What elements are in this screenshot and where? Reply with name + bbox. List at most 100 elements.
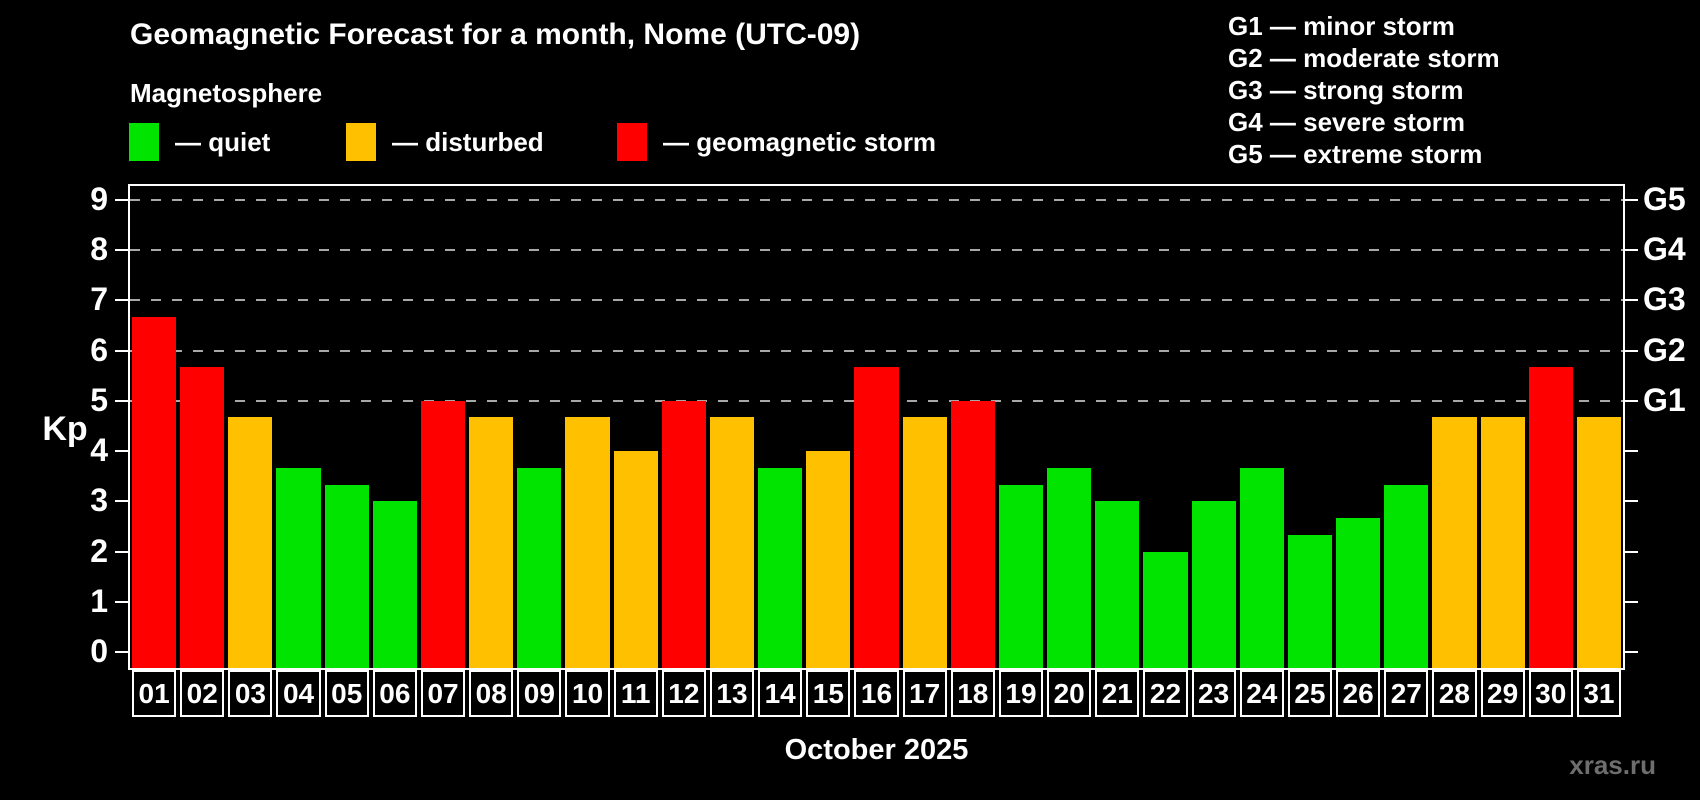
day-label-02: 02 xyxy=(180,670,225,717)
bar-day-25 xyxy=(1287,534,1333,668)
day-label-14: 14 xyxy=(758,670,803,717)
left-tick-4 xyxy=(115,450,128,453)
right-tick-1 xyxy=(1625,600,1638,603)
day-label-31: 31 xyxy=(1576,670,1621,717)
right-axis-label-g1: G1 xyxy=(1643,381,1686,418)
disturbed-swatch-icon xyxy=(346,123,376,161)
day-label-01: 01 xyxy=(132,670,177,717)
day-label-05: 05 xyxy=(324,670,369,717)
bar-day-11 xyxy=(613,451,658,668)
g2-legend-line: G2 — moderate storm xyxy=(1228,43,1500,73)
bar-day-26 xyxy=(1336,517,1381,668)
bar-day-30 xyxy=(1528,367,1573,668)
day-label-16: 16 xyxy=(854,670,899,717)
y-tick-label-9: 9 xyxy=(90,181,108,217)
bar-day-20 xyxy=(1047,467,1092,668)
day-label-06: 06 xyxy=(372,670,417,717)
bar-day-06 xyxy=(372,501,417,668)
bar-day-12 xyxy=(661,400,706,668)
right-tick-2 xyxy=(1625,550,1638,553)
x-axis-day-row: 01 02 03 04 05 06 07 08 09 10 11 12 13 14 15 16 17 18 19 20… xyxy=(130,670,1623,717)
right-tick-3 xyxy=(1625,500,1638,503)
y-tick-label-8: 8 xyxy=(90,231,108,268)
quiet-swatch-icon xyxy=(129,123,159,161)
y-tick-label-1: 1 xyxy=(90,582,108,619)
right-tick-6 xyxy=(1625,349,1638,352)
bar-day-27 xyxy=(1384,484,1429,668)
right-axis-label-g5: G5 xyxy=(1643,181,1686,217)
day-label-19: 19 xyxy=(998,670,1044,717)
right-tick-9 xyxy=(1625,199,1638,201)
day-label-21: 21 xyxy=(1095,670,1140,717)
right-axis-label-g4: G4 xyxy=(1643,231,1686,268)
bar-day-13 xyxy=(709,417,755,668)
y-tick-label-6: 6 xyxy=(90,331,108,368)
day-label-26: 26 xyxy=(1336,670,1381,717)
bar-day-21 xyxy=(1095,501,1140,668)
day-label-17: 17 xyxy=(902,670,947,717)
bar-day-19 xyxy=(998,484,1044,668)
left-tick-6 xyxy=(115,349,128,352)
right-tick-7 xyxy=(1625,299,1638,302)
legend-storm-label: — geomagnetic storm xyxy=(663,126,937,157)
bar-day-29 xyxy=(1480,417,1525,668)
bar-day-10 xyxy=(565,417,610,668)
day-label-25: 25 xyxy=(1287,670,1333,717)
legend-quiet-label: — quiet xyxy=(175,126,271,157)
day-label-30: 30 xyxy=(1528,670,1573,717)
g5-legend-line: G5 — extreme storm xyxy=(1228,139,1483,169)
day-label-20: 20 xyxy=(1047,670,1092,717)
day-label-04: 04 xyxy=(276,670,321,717)
left-tick-3 xyxy=(115,500,128,503)
right-tick-0 xyxy=(1625,651,1638,653)
bar-day-24 xyxy=(1239,467,1284,668)
day-label-23: 23 xyxy=(1191,670,1236,717)
y-tick-label-3: 3 xyxy=(90,482,108,519)
magnetosphere-label: Magnetosphere xyxy=(130,78,323,108)
g4-legend-line: G4 — severe storm xyxy=(1228,107,1466,137)
y-tick-label-0: 0 xyxy=(90,633,108,669)
day-label-24: 24 xyxy=(1239,670,1284,717)
bar-day-03 xyxy=(228,417,273,668)
left-tick-5 xyxy=(115,399,128,402)
bar-day-16 xyxy=(854,367,899,668)
bar-day-23 xyxy=(1191,501,1236,668)
legend-disturbed-label: — disturbed xyxy=(392,126,544,157)
legend-item-disturbed: — disturbed xyxy=(346,122,544,162)
y-tick-label-5: 5 xyxy=(90,381,108,418)
bar-day-07 xyxy=(420,400,466,668)
bar-day-01 xyxy=(132,317,177,668)
left-tick-2 xyxy=(115,550,128,553)
y-tick-label-7: 7 xyxy=(90,281,108,318)
right-axis-label-g2: G2 xyxy=(1643,331,1686,368)
gridline-kp-7 xyxy=(130,299,1623,302)
bar-day-31 xyxy=(1576,417,1621,668)
storm-swatch-icon xyxy=(617,123,647,161)
legend-item-quiet: — quiet xyxy=(129,122,270,162)
day-label-18: 18 xyxy=(950,670,995,717)
day-label-10: 10 xyxy=(565,670,610,717)
day-label-08: 08 xyxy=(469,670,514,717)
gridline-kp-9 xyxy=(130,199,1623,201)
right-axis-label-g3: G3 xyxy=(1643,281,1686,318)
left-tick-1 xyxy=(115,600,128,603)
plot-area xyxy=(128,184,1625,670)
g3-legend-line: G3 — strong storm xyxy=(1228,75,1464,105)
right-tick-8 xyxy=(1625,249,1638,252)
day-label-11: 11 xyxy=(613,670,658,717)
bar-day-17 xyxy=(902,417,947,668)
left-tick-8 xyxy=(115,249,128,252)
left-tick-0 xyxy=(115,651,128,653)
g-scale-legend: G1 — minor storm G2 — moderate storm G3 … xyxy=(1228,10,1500,170)
right-tick-5 xyxy=(1625,399,1638,402)
day-label-28: 28 xyxy=(1432,670,1477,717)
day-label-13: 13 xyxy=(709,670,755,717)
bar-day-02 xyxy=(180,367,225,668)
bar-day-08 xyxy=(469,417,514,668)
gridline-kp-6 xyxy=(130,349,1623,352)
day-label-07: 07 xyxy=(420,670,466,717)
y-tick-label-2: 2 xyxy=(90,532,108,569)
y-tick-label-4: 4 xyxy=(90,432,108,469)
g1-legend-line: G1 — minor storm xyxy=(1228,11,1455,41)
